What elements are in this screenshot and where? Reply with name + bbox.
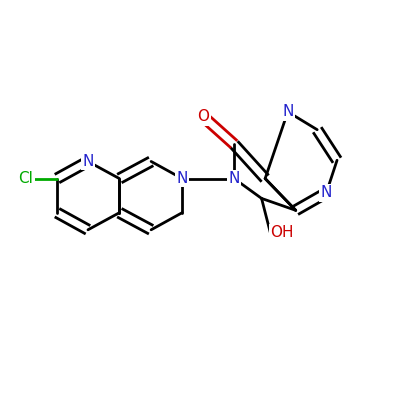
Text: N: N — [282, 104, 294, 119]
Text: N: N — [82, 154, 94, 169]
Text: N: N — [321, 185, 332, 200]
Text: OH: OH — [270, 225, 294, 240]
Text: N: N — [228, 171, 240, 186]
Text: O: O — [198, 110, 210, 124]
Text: N: N — [176, 171, 188, 186]
Text: Cl: Cl — [18, 171, 34, 186]
